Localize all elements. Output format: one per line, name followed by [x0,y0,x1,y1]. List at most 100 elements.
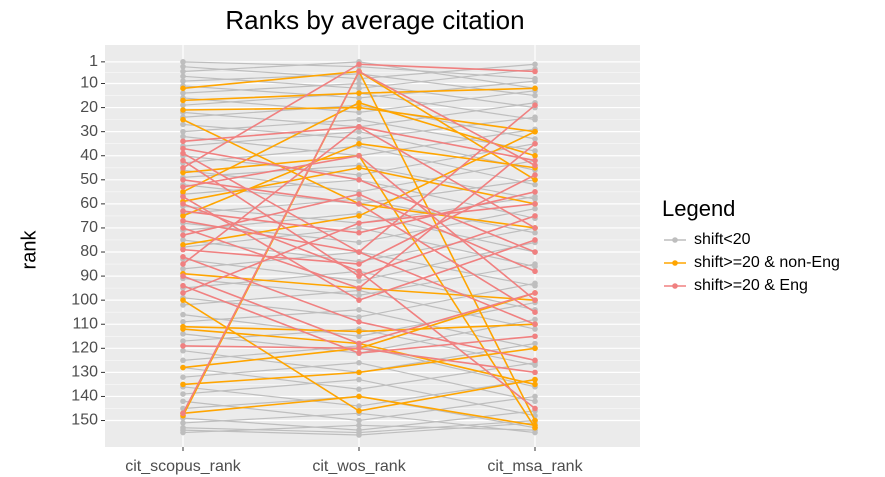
point [356,422,362,429]
y-tick-label: 80 [80,243,98,260]
y-tick-label: 20 [80,99,98,116]
point [356,314,362,320]
point [356,177,362,183]
point [532,326,538,332]
point [532,398,538,405]
point [532,85,538,92]
point [356,196,362,202]
point [532,152,538,159]
point [532,290,538,296]
point [180,427,186,433]
y-tick-label: 140 [71,388,98,405]
point [180,338,186,344]
point [180,266,186,272]
point [356,432,362,438]
point [356,268,362,275]
point [356,369,362,376]
y-tick-label: 120 [71,340,98,357]
point [356,350,362,356]
x-tick-label: cit_scopus_rank [125,458,242,475]
point [356,109,362,116]
point [180,343,186,349]
point [532,61,538,68]
point [356,403,362,409]
point [532,136,538,142]
point [356,261,362,267]
legend-key-point [672,260,678,266]
point [180,347,186,354]
point [180,184,186,190]
point [180,150,186,157]
x-tick-label: cit_msa_rank [487,458,583,475]
y-tick-label: 40 [80,147,98,164]
point [532,102,538,108]
point [532,189,538,195]
point [180,133,186,140]
point [532,78,538,84]
legend-label: shift>=20 & non-Eng [694,254,840,271]
point [356,319,362,325]
point [532,148,538,154]
point [180,90,186,96]
legend-label: shift<20 [694,231,751,248]
point [532,201,538,207]
point [356,249,362,255]
x-tick-label: cit_wos_rank [312,458,406,475]
point [180,107,186,113]
point [532,114,538,121]
point [356,229,362,236]
point [356,213,362,219]
point [532,205,538,212]
point [356,306,362,313]
point [356,90,362,96]
point [180,97,186,104]
point [180,273,186,279]
point [356,386,362,393]
point [532,333,538,340]
point [180,357,186,364]
point [356,408,362,414]
point [356,124,362,130]
point [532,249,538,255]
legend-key-point [672,237,678,243]
point [180,261,186,267]
point [180,391,186,397]
point [180,319,186,325]
point [532,261,538,267]
point [532,309,538,315]
point [532,128,538,135]
point [532,213,538,219]
point [180,177,186,183]
point [532,181,538,188]
point [356,99,362,106]
point [180,254,186,260]
point [180,410,186,417]
point [532,369,538,376]
point [180,116,186,123]
point [180,217,186,224]
point [532,177,538,183]
point [356,345,362,352]
y-tick-label: 70 [80,219,98,236]
point [532,229,538,236]
point [180,73,186,80]
point [532,345,538,352]
point [356,191,362,198]
point [532,321,538,328]
point [356,116,362,123]
point [532,393,538,400]
point [532,225,538,231]
point [180,157,186,164]
point [180,290,186,296]
point [180,331,186,337]
y-tick-label: 130 [71,364,98,381]
point [532,405,538,412]
legend-label: shift>=20 & Eng [694,277,808,294]
point [532,193,538,200]
point [356,61,362,68]
point [180,213,186,219]
point [356,172,362,178]
point [180,232,186,238]
y-tick-label: 30 [80,123,98,140]
point [532,172,538,178]
